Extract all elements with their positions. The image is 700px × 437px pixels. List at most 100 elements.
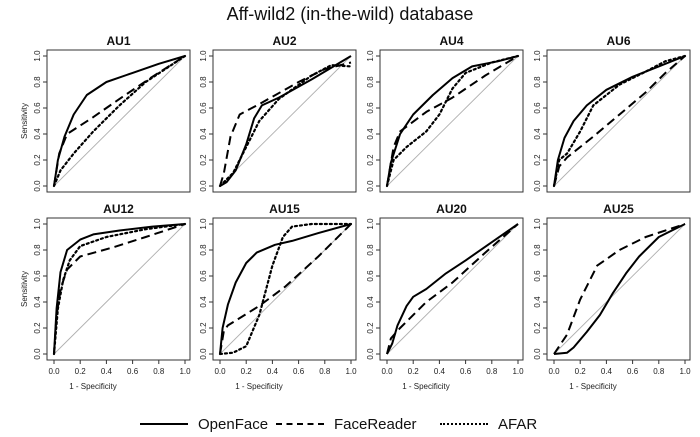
x-tick-label: 1.0 (345, 367, 357, 376)
x-axis-label: 1 - Specificity (569, 382, 617, 391)
roc-curve-facereader (386, 55, 519, 187)
y-tick-label: 0.4 (33, 296, 42, 308)
x-tick-label: 0.2 (241, 367, 253, 376)
y-tick-label: 0.2 (199, 154, 208, 166)
y-tick-label: 0.2 (199, 322, 208, 334)
y-tick-label: 0.0 (33, 348, 42, 360)
x-tick-label: 1.0 (512, 367, 524, 376)
chart-panel-au20: AU20 0.0 0.2 0.4 0.6 0.8 1.0 0.0 0.2 0.4 0.6 0.8 1.0… (366, 202, 524, 391)
y-tick-label: 0.6 (199, 102, 208, 114)
legend-swatch-dashed (276, 423, 324, 425)
y-tick-label: 0.8 (533, 244, 542, 256)
y-tick-label: 0.8 (366, 76, 375, 88)
y-tick-label: 0.6 (533, 102, 542, 114)
y-tick-label: 1.0 (533, 50, 542, 62)
y-tick-label: 1.0 (533, 218, 542, 230)
roc-curve-afar (385, 54, 520, 188)
chart-panel-au25: AU25 0.0 0.2 0.4 0.6 0.8 1.0 0.0 0.2 0.4 0.6 0.8 1.0… (533, 202, 691, 391)
chance-diagonal (53, 55, 186, 187)
y-tick-label: 0.6 (366, 102, 375, 114)
y-tick-label: 0.0 (366, 348, 375, 360)
x-tick-label: 0.4 (601, 367, 613, 376)
chart-panel-au12: AU12 0.0 0.2 0.4 0.6 0.8 1.0 0.0 0.2 0.4 0.6 0.8 1.0… (20, 202, 191, 391)
y-tick-label: 0.8 (199, 76, 208, 88)
chance-diagonal (553, 223, 686, 355)
y-axis-label: Sensitivity (20, 271, 29, 307)
x-tick-label: 0.2 (408, 367, 420, 376)
x-tick-label: 1.0 (679, 367, 691, 376)
plot-frame (546, 217, 691, 361)
x-tick-label: 0.0 (214, 367, 226, 376)
panel-title: AU6 (606, 34, 630, 48)
x-axis-label: 1 - Specificity (69, 382, 117, 391)
x-tick-label: 0.4 (267, 367, 279, 376)
y-tick-label: 0.0 (199, 348, 208, 360)
roc-curve-openface (219, 55, 352, 187)
legend: OpenFace FaceReader AFAR (0, 414, 700, 434)
x-tick-label: 0.4 (434, 367, 446, 376)
x-axis-label: 1 - Specificity (402, 382, 450, 391)
chance-diagonal (553, 55, 686, 187)
y-tick-label: 1.0 (366, 50, 375, 62)
roc-curve-openface (53, 223, 186, 355)
y-tick-label: 1.0 (199, 50, 208, 62)
roc-curve-facereader (553, 223, 686, 355)
chance-diagonal (386, 55, 519, 187)
panel-title: AU1 (106, 34, 130, 48)
y-axis-label: Sensitivity (20, 103, 29, 139)
plot-frame (379, 217, 524, 361)
x-tick-label: 0.0 (48, 367, 60, 376)
y-tick-label: 0.4 (33, 128, 42, 140)
legend-swatch-solid (140, 423, 188, 425)
x-tick-label: 0.2 (75, 367, 87, 376)
plot-frame (46, 49, 191, 193)
y-tick-label: 1.0 (199, 218, 208, 230)
chance-diagonal (219, 55, 352, 187)
y-tick-label: 0.6 (366, 270, 375, 282)
y-tick-label: 0.6 (33, 270, 42, 282)
x-tick-label: 0.8 (319, 367, 331, 376)
panel-title: AU15 (269, 202, 300, 216)
x-tick-label: 0.6 (127, 367, 139, 376)
roc-curve-openface (553, 55, 686, 187)
roc-curve-afar (552, 54, 687, 188)
roc-curve-facereader (219, 223, 352, 355)
panel-title: AU4 (439, 34, 463, 48)
roc-curve-afar (52, 54, 187, 188)
x-tick-label: 0.6 (460, 367, 472, 376)
x-tick-label: 0.8 (486, 367, 498, 376)
x-tick-label: 0.0 (548, 367, 560, 376)
y-tick-label: 0.8 (33, 244, 42, 256)
plot-frame (546, 49, 691, 193)
roc-curve-openface (553, 223, 686, 355)
x-tick-label: 0.8 (153, 367, 165, 376)
x-tick-label: 0.2 (575, 367, 587, 376)
roc-curve-afar (218, 63, 353, 188)
chart-panel-au1: AU1 0.0 0.2 0.4 0.6 0.8 1.0 Sensitivity (20, 34, 191, 193)
y-tick-label: 0.0 (366, 180, 375, 192)
y-tick-label: 0.4 (533, 128, 542, 140)
y-tick-label: 0.0 (533, 180, 542, 192)
plot-frame (46, 217, 191, 361)
y-tick-label: 0.2 (33, 154, 42, 166)
x-tick-label: 0.0 (381, 367, 393, 376)
x-tick-label: 0.6 (293, 367, 305, 376)
y-tick-label: 0.8 (366, 244, 375, 256)
roc-curve-facereader (53, 55, 186, 187)
legend-item-facereader: FaceReader (276, 414, 417, 434)
y-tick-label: 0.8 (33, 76, 42, 88)
y-tick-label: 0.2 (366, 322, 375, 334)
legend-label: FaceReader (334, 415, 417, 433)
y-tick-label: 0.4 (366, 296, 375, 308)
plot-frame (212, 49, 357, 193)
x-tick-label: 0.8 (653, 367, 665, 376)
x-tick-label: 0.6 (627, 367, 639, 376)
legend-swatch-dotted (440, 423, 488, 425)
roc-curve-facereader (386, 223, 519, 355)
plot-frame (379, 49, 524, 193)
y-tick-label: 0.0 (533, 348, 542, 360)
y-tick-label: 0.4 (533, 296, 542, 308)
panel-title: AU20 (436, 202, 467, 216)
chance-diagonal (386, 223, 519, 355)
y-tick-label: 0.0 (33, 180, 42, 192)
